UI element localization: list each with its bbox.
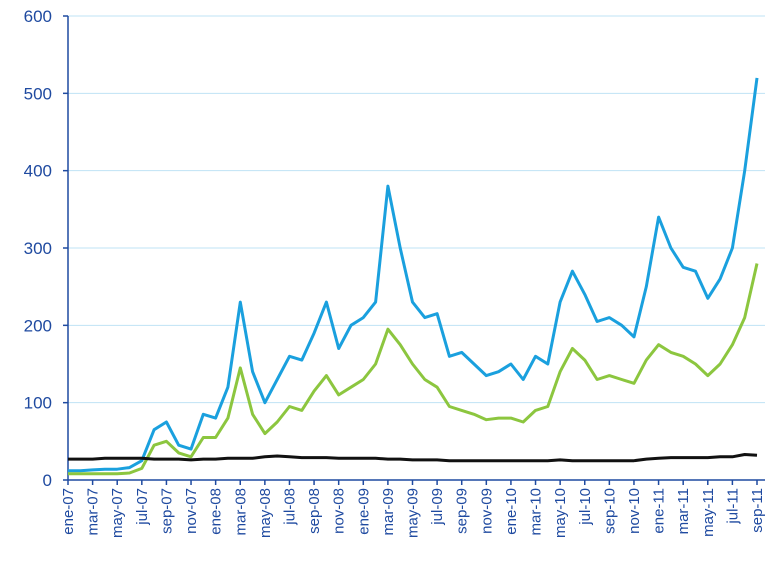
x-tick-label: jul-11 (724, 488, 741, 525)
x-tick-label: may-08 (257, 488, 274, 538)
x-tick-label: ene-08 (208, 488, 225, 535)
x-tick-label: may-07 (109, 488, 126, 538)
y-tick-label: 0 (43, 471, 52, 490)
x-tick-label: jul-07 (134, 488, 151, 526)
x-tick-label: jul-08 (281, 488, 298, 526)
x-tick-label: mar-10 (528, 488, 545, 536)
x-tick-label: jul-10 (577, 488, 594, 526)
x-tick-label: nov-08 (331, 488, 348, 534)
x-tick-label: jul-09 (429, 488, 446, 526)
x-tick-label: sep-08 (306, 488, 323, 534)
x-tick-label: sep-10 (601, 488, 618, 534)
x-tick-label: ene-11 (651, 488, 668, 534)
x-tick-label: sep-11 (749, 488, 765, 533)
y-tick-label: 300 (24, 239, 52, 258)
x-tick-label: mar-09 (380, 488, 397, 536)
x-tick-label: mar-07 (85, 488, 102, 536)
x-tick-label: sep-09 (454, 488, 471, 534)
x-tick-label: mar-08 (232, 488, 249, 536)
x-tick-label: nov-07 (183, 488, 200, 534)
y-tick-label: 400 (24, 162, 52, 181)
x-tick-label: sep-07 (158, 488, 175, 534)
x-tick-label: nov-09 (478, 488, 495, 534)
x-tick-label: ene-09 (355, 488, 372, 535)
series-line (68, 453, 758, 463)
series-line (68, 77, 759, 473)
x-tick-label: may-10 (552, 488, 569, 538)
x-tick-label: ene-10 (503, 488, 520, 535)
x-tick-label: nov-10 (626, 488, 643, 534)
x-tick-label: mar-11 (675, 488, 692, 534)
x-tick-label: ene-07 (60, 488, 77, 535)
y-tick-label: 600 (24, 7, 52, 26)
x-tick-label: may-11 (700, 488, 717, 537)
x-tick-label: may-09 (405, 488, 422, 538)
y-tick-label: 200 (24, 316, 52, 335)
series-line (68, 263, 759, 476)
y-tick-label: 100 (24, 394, 52, 413)
y-tick-label: 500 (24, 84, 52, 103)
